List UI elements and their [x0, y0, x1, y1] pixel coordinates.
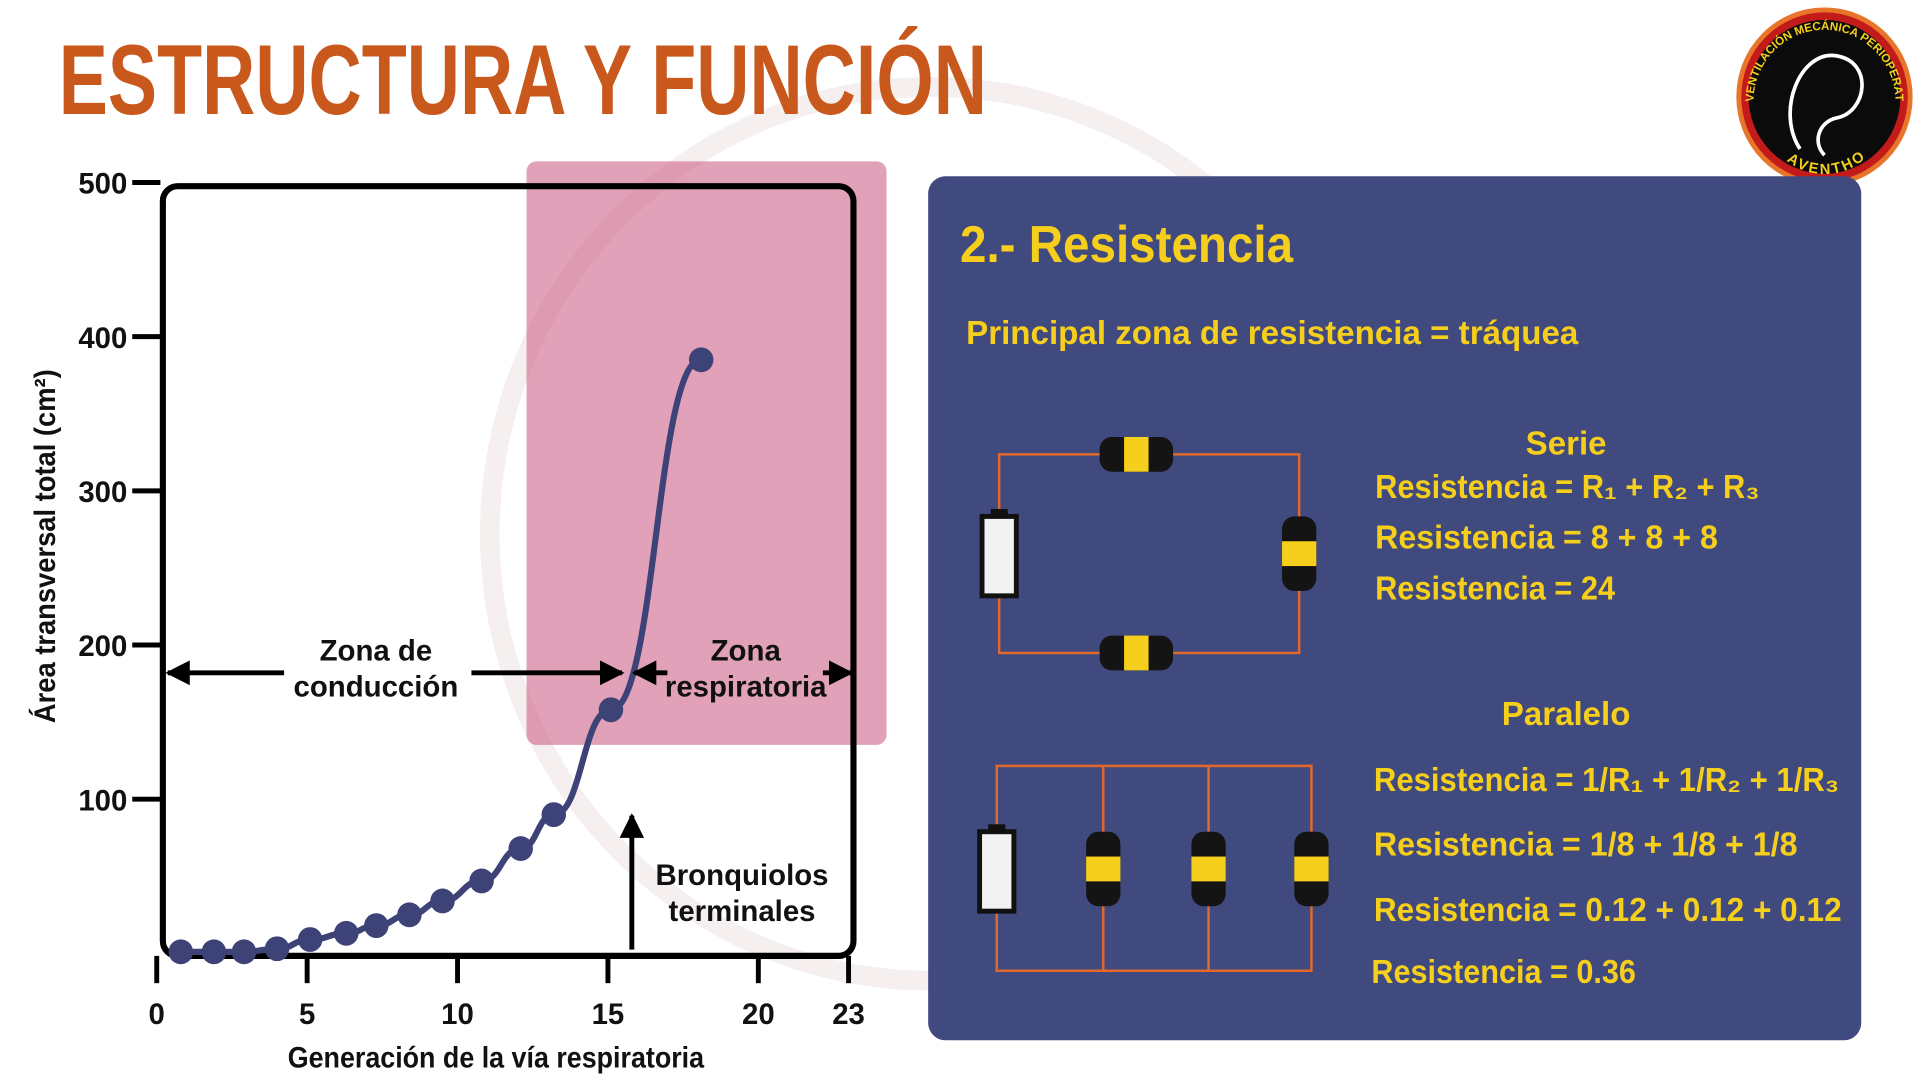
paralelo-line: Resistencia = 0.36 [1371, 954, 1635, 991]
serie-line: Resistencia = 8 + 8 + 8 [1375, 519, 1718, 556]
annotation: respiratoria [665, 670, 827, 703]
y-tick-label: 400 [78, 322, 127, 355]
data-point [168, 939, 194, 965]
data-point [598, 697, 624, 723]
serie-title: Serie [1526, 425, 1607, 462]
panel-heading: 2.- Resistencia [960, 215, 1294, 273]
resistor-band [1282, 541, 1317, 567]
battery-cap [990, 508, 1008, 517]
annotation: Bronquiolos [656, 859, 829, 892]
y-axis-label: Área transversal total (cm²) [28, 369, 62, 723]
y-tick-label: 300 [78, 476, 127, 509]
resistance-panel [928, 176, 1862, 1041]
data-point [688, 347, 714, 373]
x-tick-label: 23 [832, 998, 865, 1031]
annotation: Zona [711, 634, 782, 667]
logo-disc [1748, 19, 1901, 174]
data-point [297, 927, 323, 952]
data-point [201, 939, 227, 965]
battery [979, 513, 1019, 599]
data-point [541, 802, 567, 828]
panel-main: Principal zona de resistencia = tráquea [966, 315, 1579, 352]
data-point [333, 920, 359, 946]
serie-line: Resistencia = 24 [1375, 570, 1615, 607]
data-point [231, 939, 257, 965]
y-tick-label: 500 [78, 167, 127, 200]
chart: 100 200 300 400 500 0 5 10 15 20 23 [78, 167, 865, 1031]
annotation: terminales [669, 895, 816, 928]
paralelo-title: Paralelo [1502, 696, 1631, 733]
components [977, 436, 1329, 914]
resistor-band [1124, 635, 1149, 671]
y-tick-label: 100 [78, 784, 127, 817]
paralelo-line: Resistencia = 1/R₁ + 1/R₂ + 1/R₃ [1374, 762, 1839, 799]
data-point [469, 868, 494, 894]
data-point [397, 902, 422, 928]
serie-line: Resistencia = R₁ + R₂ + R₃ [1375, 469, 1759, 506]
resistor-band [1191, 856, 1226, 882]
resistor-band [1294, 856, 1329, 882]
data-point [508, 836, 533, 861]
x-tick-label: 10 [441, 998, 474, 1031]
y-tick-label: 200 [78, 630, 127, 663]
battery-cap [988, 824, 1006, 832]
data-point [264, 936, 290, 962]
battery [977, 829, 1017, 914]
data-point [430, 888, 455, 914]
paralelo-line: Resistencia = 0.12 + 0.12 + 0.12 [1374, 892, 1842, 929]
x-tick-label: 5 [299, 998, 315, 1031]
x-tick-label: 20 [742, 998, 775, 1031]
x-tick-label: 0 [149, 998, 165, 1031]
resistor-band [1086, 856, 1121, 882]
data-point [364, 913, 389, 939]
respiratory-zone [526, 161, 887, 745]
x-axis-label: Generación de la vía respiratoria [288, 1041, 705, 1074]
title: ESTRUCTURA Y FUNCIÓN [59, 25, 987, 136]
plot-frame [159, 183, 857, 959]
resistor-band [1124, 436, 1149, 472]
annotation: Zona de [320, 634, 433, 667]
paralelo-line: Resistencia = 1/8 + 1/8 + 1/8 [1374, 826, 1798, 863]
x-tick-label: 15 [592, 998, 625, 1031]
logo-icon [1788, 53, 1864, 157]
annotation: conducción [293, 670, 458, 703]
